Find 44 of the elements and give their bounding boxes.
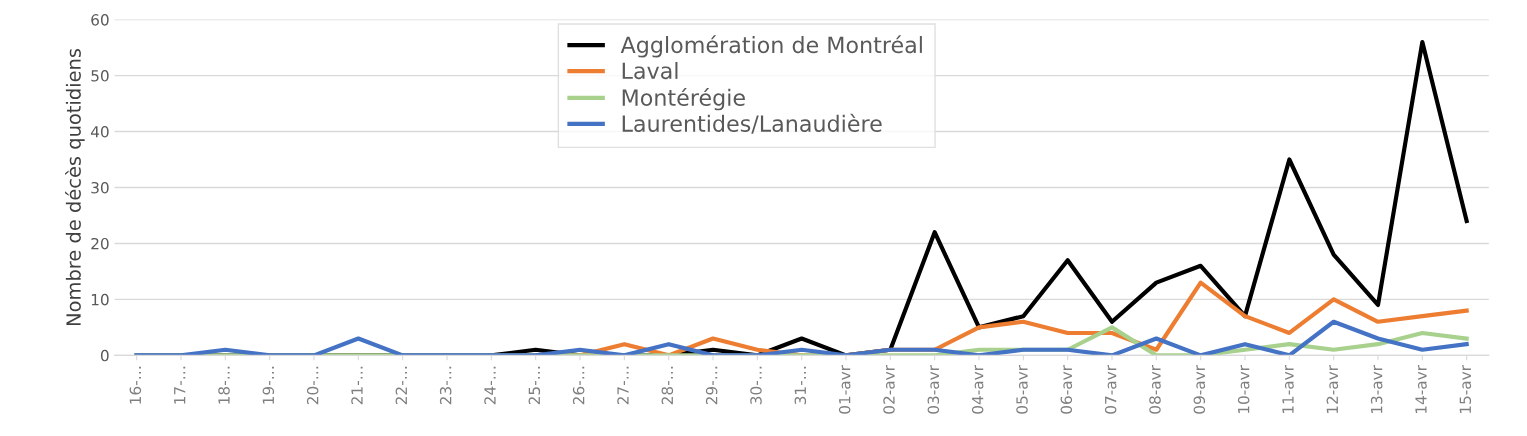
line-series	[134, 319, 1469, 356]
x-tick-label: 01-avr	[838, 365, 851, 414]
x-tick-label: 24-…	[484, 366, 496, 405]
x-tick-label: 14-avr	[1415, 365, 1427, 414]
x-tick-label: 08-avr	[1149, 365, 1161, 414]
x-tick-label: 04-avr	[971, 365, 984, 414]
y-tick-label: 30	[91, 181, 109, 194]
y-tick-label: 50	[91, 70, 109, 82]
x-tick-label: 28-…	[661, 366, 674, 405]
x-tick-label: 22-…	[395, 366, 407, 405]
y-tick-label: 10	[91, 293, 109, 306]
y-axis-title: Nombre de décès quotidiens	[65, 48, 85, 326]
x-tick-label: 03-avr	[927, 365, 940, 414]
y-tick-label: 0	[100, 349, 109, 362]
x-tick-label: 31-…	[794, 366, 807, 405]
x-tick-label: 07-avr	[1104, 365, 1117, 414]
x-tick-label: 09-avr	[1193, 365, 1206, 414]
x-tick-label: 26-…	[572, 366, 585, 405]
x-tick-label: 18-…	[218, 366, 230, 404]
x-tick-label: 16-…	[129, 366, 142, 404]
x-tick-label: 20-…	[306, 366, 319, 405]
x-tick-label: 21-…	[351, 366, 363, 405]
x-tick-label: 05-avr	[1016, 365, 1028, 414]
legend-label: Agglomération de Montréal	[620, 35, 922, 58]
x-tick-label: 06-avr	[1060, 365, 1073, 414]
x-tick-label: 11-avr	[1282, 365, 1294, 414]
x-tick-label: 19-…	[262, 366, 275, 404]
x-tick-label: 12-avr	[1326, 365, 1339, 414]
x-tick-label: 02-avr	[883, 365, 895, 414]
x-tick-label: 27-…	[617, 366, 629, 405]
x-tick-label: 13-avr	[1370, 365, 1383, 414]
x-tick-label: 10-avr	[1237, 365, 1250, 414]
y-tick-label: 40	[90, 125, 109, 138]
legend-label: Montérégie	[622, 87, 745, 111]
y-tick-label: 20	[91, 237, 109, 250]
x-tick-label: 23-…	[439, 366, 452, 405]
legend-label: Laurentides/Lanaudière	[622, 113, 882, 134]
x-tick-label: 29-…	[705, 366, 718, 405]
x-tick-label: 25-…	[528, 366, 541, 405]
legend-label: Laval	[622, 61, 678, 80]
y-tick-label: 60	[91, 14, 109, 26]
x-tick-label: 15-avr	[1459, 365, 1472, 414]
x-tick-label: 30-…	[750, 366, 762, 405]
x-tick-label: 17-…	[174, 366, 186, 404]
